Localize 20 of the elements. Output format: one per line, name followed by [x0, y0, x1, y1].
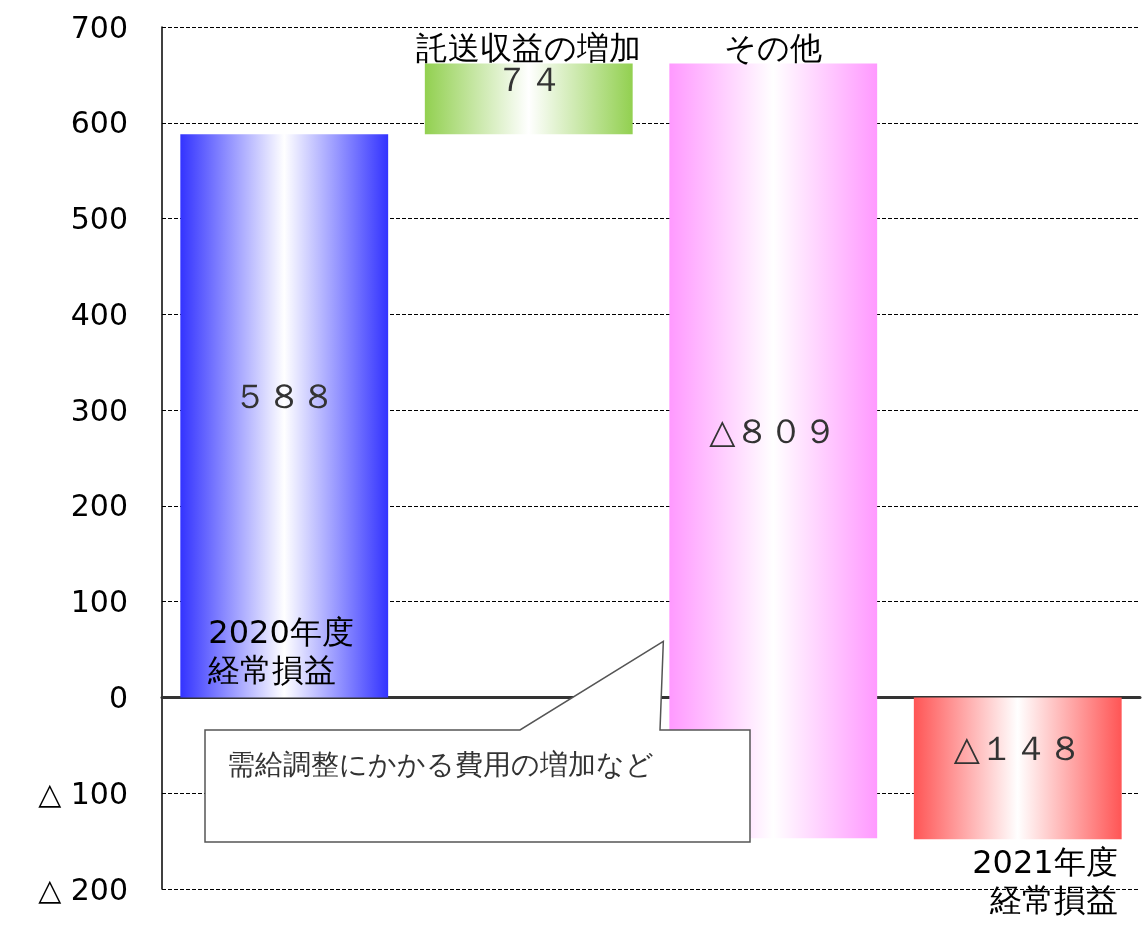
data-label: △８０９: [709, 410, 838, 451]
annotation: 需給調整にかかる費用の増加など: [227, 747, 654, 781]
x-tick-label: 2020年度経常損益: [207, 613, 354, 690]
bar: [669, 63, 878, 839]
y-tick-label: 700: [70, 9, 128, 45]
y-tick-label: 100: [70, 584, 128, 620]
data-label: △１４８: [953, 728, 1082, 769]
data-label: ５８８: [233, 375, 336, 416]
y-tick-label: 600: [70, 105, 128, 141]
y-tick-label: 200: [70, 488, 128, 524]
y-tick-label: △ 200: [38, 871, 128, 907]
y-tick-label: △ 100: [38, 775, 128, 811]
y-tick-label: 0: [108, 679, 128, 715]
x-tick-label: その他: [724, 29, 823, 68]
bar: [424, 63, 633, 135]
y-tick-label: 400: [70, 296, 128, 332]
x-tick-label: 2021年度経常損益: [972, 843, 1118, 920]
y-tick-label: 300: [70, 392, 128, 428]
y-tick-label: 500: [70, 201, 128, 237]
bar: [913, 697, 1122, 840]
